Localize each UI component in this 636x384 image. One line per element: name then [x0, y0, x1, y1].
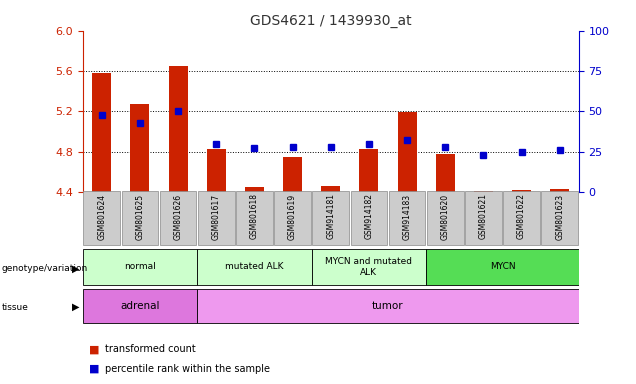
Text: GSM801617: GSM801617	[212, 194, 221, 240]
Text: transformed count: transformed count	[105, 344, 196, 354]
Text: percentile rank within the sample: percentile rank within the sample	[105, 364, 270, 374]
Text: ■: ■	[89, 344, 100, 354]
Text: tissue: tissue	[1, 303, 28, 312]
Bar	[359, 149, 378, 192]
Bar	[92, 73, 111, 192]
Text: GSM914182: GSM914182	[364, 194, 373, 239]
Bar	[207, 149, 226, 192]
FancyBboxPatch shape	[541, 191, 578, 245]
Text: tumor: tumor	[372, 301, 404, 311]
Text: GSM914181: GSM914181	[326, 194, 335, 239]
FancyBboxPatch shape	[503, 191, 540, 245]
Text: GSM801625: GSM801625	[135, 194, 144, 240]
Text: GSM801619: GSM801619	[288, 194, 297, 240]
Text: ▶: ▶	[72, 302, 80, 312]
FancyBboxPatch shape	[274, 191, 311, 245]
Bar	[169, 66, 188, 192]
Bar	[436, 154, 455, 192]
Text: GSM801618: GSM801618	[250, 194, 259, 239]
Text: GSM801626: GSM801626	[174, 194, 183, 240]
FancyBboxPatch shape	[83, 191, 120, 245]
Text: ■: ■	[89, 364, 100, 374]
FancyBboxPatch shape	[197, 249, 312, 285]
Text: GSM801621: GSM801621	[479, 194, 488, 239]
Title: GDS4621 / 1439930_at: GDS4621 / 1439930_at	[250, 14, 411, 28]
FancyBboxPatch shape	[160, 191, 197, 245]
Text: MYCN and mutated
ALK: MYCN and mutated ALK	[326, 257, 412, 276]
Text: GSM914183: GSM914183	[403, 194, 411, 240]
FancyBboxPatch shape	[312, 249, 426, 285]
FancyBboxPatch shape	[198, 191, 235, 245]
FancyBboxPatch shape	[83, 289, 197, 323]
FancyBboxPatch shape	[197, 289, 579, 323]
Text: ▶: ▶	[72, 264, 80, 274]
FancyBboxPatch shape	[426, 249, 579, 285]
Text: GSM801622: GSM801622	[517, 194, 526, 239]
Text: GSM801620: GSM801620	[441, 194, 450, 240]
Bar	[321, 186, 340, 192]
Text: genotype/variation: genotype/variation	[1, 264, 88, 273]
Bar	[130, 104, 149, 192]
FancyBboxPatch shape	[350, 191, 387, 245]
Text: GSM801624: GSM801624	[97, 194, 106, 240]
FancyBboxPatch shape	[121, 191, 158, 245]
FancyBboxPatch shape	[236, 191, 273, 245]
FancyBboxPatch shape	[465, 191, 502, 245]
Text: normal: normal	[124, 262, 156, 271]
Text: GSM801623: GSM801623	[555, 194, 564, 240]
Bar	[283, 157, 302, 192]
Bar	[474, 191, 493, 192]
FancyBboxPatch shape	[389, 191, 425, 245]
Text: mutated ALK: mutated ALK	[225, 262, 284, 271]
FancyBboxPatch shape	[83, 249, 197, 285]
Bar	[550, 189, 569, 192]
Bar	[398, 113, 417, 192]
Bar	[245, 187, 264, 192]
Text: adrenal: adrenal	[120, 301, 160, 311]
FancyBboxPatch shape	[427, 191, 464, 245]
Bar	[512, 190, 531, 192]
Text: MYCN: MYCN	[490, 262, 515, 271]
FancyBboxPatch shape	[312, 191, 349, 245]
